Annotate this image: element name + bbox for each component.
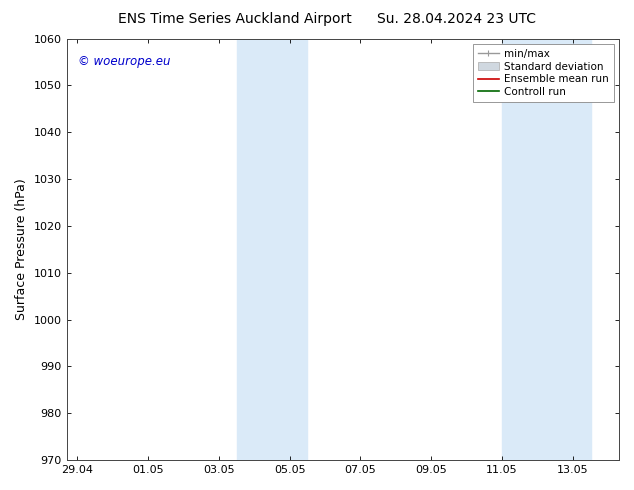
Text: ENS Time Series Auckland Airport: ENS Time Series Auckland Airport bbox=[118, 12, 351, 26]
Text: Su. 28.04.2024 23 UTC: Su. 28.04.2024 23 UTC bbox=[377, 12, 536, 26]
Legend: min/max, Standard deviation, Ensemble mean run, Controll run: min/max, Standard deviation, Ensemble me… bbox=[472, 44, 614, 102]
Bar bbox=[502, 39, 591, 460]
Y-axis label: Surface Pressure (hPa): Surface Pressure (hPa) bbox=[15, 178, 28, 320]
Text: © woeurope.eu: © woeurope.eu bbox=[77, 55, 170, 69]
Bar bbox=[236, 39, 307, 460]
